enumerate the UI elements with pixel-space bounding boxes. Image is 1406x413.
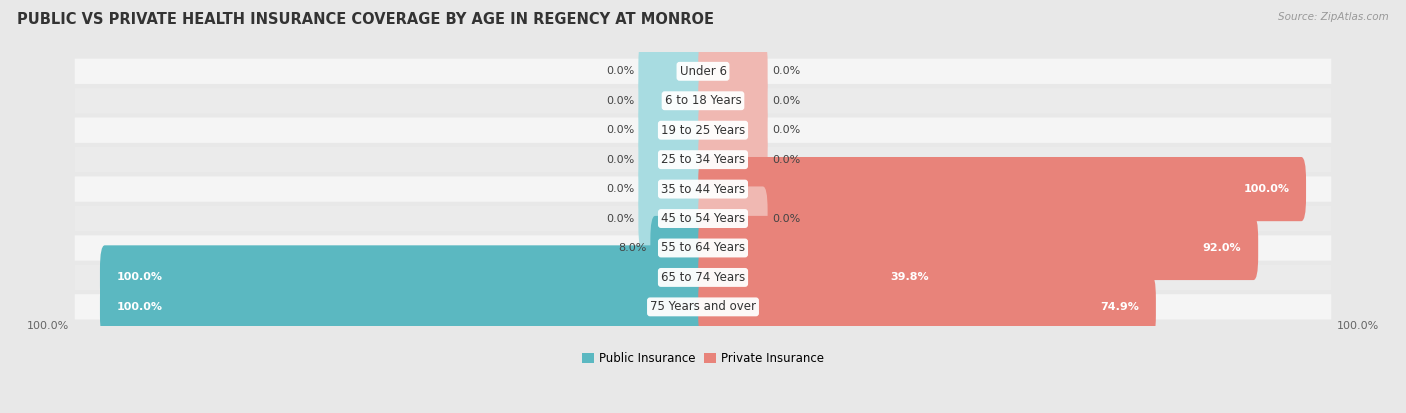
Text: 75 Years and over: 75 Years and over bbox=[650, 300, 756, 313]
FancyBboxPatch shape bbox=[699, 275, 1156, 339]
Text: 100.0%: 100.0% bbox=[27, 321, 69, 331]
FancyBboxPatch shape bbox=[75, 235, 1331, 261]
FancyBboxPatch shape bbox=[638, 157, 707, 221]
Text: 8.0%: 8.0% bbox=[617, 243, 647, 253]
Text: 74.9%: 74.9% bbox=[1101, 302, 1139, 312]
Text: 0.0%: 0.0% bbox=[606, 214, 634, 223]
FancyBboxPatch shape bbox=[75, 88, 1331, 114]
FancyBboxPatch shape bbox=[100, 275, 707, 339]
Text: 100.0%: 100.0% bbox=[117, 273, 163, 282]
FancyBboxPatch shape bbox=[75, 265, 1331, 290]
Text: 0.0%: 0.0% bbox=[606, 125, 634, 135]
FancyBboxPatch shape bbox=[100, 245, 707, 309]
Text: 0.0%: 0.0% bbox=[772, 125, 800, 135]
FancyBboxPatch shape bbox=[651, 216, 707, 280]
FancyBboxPatch shape bbox=[699, 245, 946, 309]
Text: 100.0%: 100.0% bbox=[1243, 184, 1289, 194]
Text: 55 to 64 Years: 55 to 64 Years bbox=[661, 242, 745, 254]
Text: Source: ZipAtlas.com: Source: ZipAtlas.com bbox=[1278, 12, 1389, 22]
Legend: Public Insurance, Private Insurance: Public Insurance, Private Insurance bbox=[578, 347, 828, 369]
Text: 25 to 34 Years: 25 to 34 Years bbox=[661, 153, 745, 166]
Text: 0.0%: 0.0% bbox=[606, 96, 634, 106]
FancyBboxPatch shape bbox=[638, 186, 707, 251]
FancyBboxPatch shape bbox=[699, 157, 1306, 221]
Text: 6 to 18 Years: 6 to 18 Years bbox=[665, 94, 741, 107]
Text: 0.0%: 0.0% bbox=[772, 154, 800, 165]
Text: 100.0%: 100.0% bbox=[1337, 321, 1379, 331]
Text: 45 to 54 Years: 45 to 54 Years bbox=[661, 212, 745, 225]
FancyBboxPatch shape bbox=[75, 59, 1331, 84]
Text: 39.8%: 39.8% bbox=[890, 273, 929, 282]
FancyBboxPatch shape bbox=[699, 186, 768, 251]
Text: 35 to 44 Years: 35 to 44 Years bbox=[661, 183, 745, 196]
Text: 65 to 74 Years: 65 to 74 Years bbox=[661, 271, 745, 284]
FancyBboxPatch shape bbox=[638, 69, 707, 133]
Text: 100.0%: 100.0% bbox=[117, 302, 163, 312]
Text: 19 to 25 Years: 19 to 25 Years bbox=[661, 124, 745, 137]
FancyBboxPatch shape bbox=[699, 216, 1258, 280]
FancyBboxPatch shape bbox=[638, 128, 707, 192]
Text: 0.0%: 0.0% bbox=[606, 66, 634, 76]
FancyBboxPatch shape bbox=[75, 294, 1331, 320]
Text: Under 6: Under 6 bbox=[679, 65, 727, 78]
FancyBboxPatch shape bbox=[699, 69, 768, 133]
FancyBboxPatch shape bbox=[75, 176, 1331, 202]
FancyBboxPatch shape bbox=[75, 206, 1331, 231]
Text: 0.0%: 0.0% bbox=[772, 66, 800, 76]
Text: PUBLIC VS PRIVATE HEALTH INSURANCE COVERAGE BY AGE IN REGENCY AT MONROE: PUBLIC VS PRIVATE HEALTH INSURANCE COVER… bbox=[17, 12, 714, 27]
Text: 0.0%: 0.0% bbox=[772, 96, 800, 106]
FancyBboxPatch shape bbox=[638, 98, 707, 162]
FancyBboxPatch shape bbox=[75, 147, 1331, 172]
Text: 92.0%: 92.0% bbox=[1202, 243, 1241, 253]
Text: 0.0%: 0.0% bbox=[606, 184, 634, 194]
FancyBboxPatch shape bbox=[699, 98, 768, 162]
FancyBboxPatch shape bbox=[638, 39, 707, 103]
FancyBboxPatch shape bbox=[699, 128, 768, 192]
Text: 0.0%: 0.0% bbox=[772, 214, 800, 223]
FancyBboxPatch shape bbox=[699, 39, 768, 103]
Text: 0.0%: 0.0% bbox=[606, 154, 634, 165]
FancyBboxPatch shape bbox=[75, 118, 1331, 143]
